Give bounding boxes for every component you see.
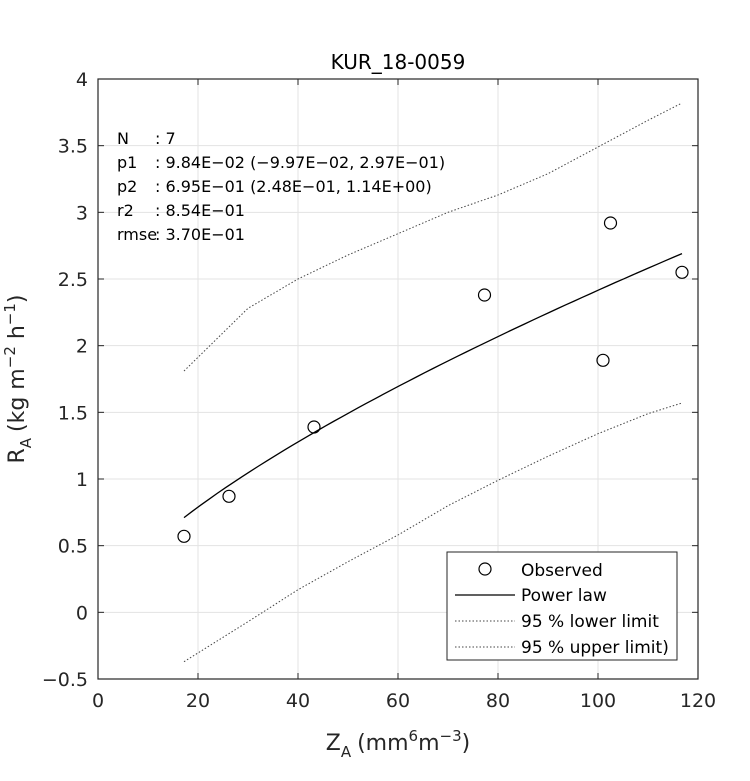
stat-label: N — [117, 129, 129, 148]
stat-value: : 3.70E−01 — [155, 225, 245, 244]
x-axis-label-sub: A — [341, 743, 352, 761]
legend-label-power-law: Power law — [521, 586, 607, 606]
stat-label: p2 — [117, 177, 137, 196]
legend: Observed Power law 95 % lower limit 95 %… — [446, 551, 678, 661]
power-law-line — [183, 253, 683, 519]
y-tick-label: 0.5 — [58, 536, 88, 558]
lower-limit-line — [183, 402, 683, 663]
observed-point — [177, 529, 191, 543]
stat-value: : 8.54E−01 — [155, 201, 245, 220]
observed-points — [177, 216, 689, 543]
y-tick-labels: −0.5 0 0.5 1 1.5 2 2.5 3 3.5 4 — [42, 69, 88, 691]
observed-point — [477, 288, 492, 302]
x-axis-label-main: Z — [326, 731, 341, 756]
stat-value: : 9.84E−02 (−9.97E−02, 2.97E−01) — [155, 153, 445, 172]
y-axis-label-units-mid: h — [5, 325, 30, 346]
x-tick-label: 120 — [680, 690, 716, 712]
legend-label-upper-limit: 95 % upper limit) — [521, 638, 669, 658]
y-tick-label: 3 — [76, 202, 88, 224]
observed-point — [675, 265, 689, 279]
x-tick-label: 60 — [386, 690, 410, 712]
stat-value: : 7 — [155, 129, 176, 148]
y-tick-label: 3.5 — [58, 136, 88, 158]
x-axis-label-units-pre: (mm — [357, 731, 408, 756]
observed-point — [222, 489, 236, 503]
y-tick-label: −0.5 — [42, 669, 88, 691]
chart-title: KUR_18-0059 — [331, 50, 466, 74]
y-axis-label-sub: A — [17, 437, 35, 448]
legend-marker-observed — [478, 562, 492, 576]
y-axis-label: RA (kg m−2 h−1) — [1, 294, 35, 463]
observed-point — [596, 353, 610, 367]
x-axis-label-units-mid: m — [418, 731, 439, 756]
legend-box — [446, 551, 678, 661]
y-axis-label-sup1: −2 — [1, 346, 19, 368]
x-tick-label: 100 — [580, 690, 616, 712]
stat-value: : 6.95E−01 (2.48E−01, 1.14E+00) — [155, 177, 432, 196]
y-tick-label: 1.5 — [58, 402, 88, 424]
y-axis-label-units-pre: (kg m — [5, 368, 30, 432]
y-tick-label: 2 — [76, 336, 88, 358]
x-axis-label-units-post: ) — [462, 731, 471, 756]
legend-label-observed: Observed — [521, 561, 603, 581]
plot-area-frame — [97, 78, 699, 680]
x-tick-labels: 0 20 40 60 80 100 120 — [92, 690, 716, 712]
y-axis-label-sup2: −1 — [1, 303, 19, 325]
stats-box: N : 7 p1 : 9.84E−02 (−9.97E−02, 2.97E−01) p2… — [117, 129, 445, 244]
x-tick-label: 40 — [286, 690, 310, 712]
x-tick-label: 0 — [92, 690, 104, 712]
x-axis-label-sup1: 6 — [409, 727, 419, 745]
upper-limit-line — [183, 102, 683, 372]
y-tick-label: 4 — [76, 69, 88, 91]
x-axis-label-sup2: −3 — [440, 727, 462, 745]
observed-point — [307, 420, 321, 434]
y-tick-label: 0 — [76, 602, 88, 624]
x-tick-label: 20 — [186, 690, 210, 712]
legend-label-lower-limit: 95 % lower limit — [521, 612, 659, 632]
y-axis-label-units-post: ) — [5, 294, 30, 303]
observed-point — [603, 216, 618, 230]
y-axis-label-main: R — [5, 448, 30, 463]
y-tick-label: 2.5 — [58, 269, 88, 291]
x-tick-label: 80 — [486, 690, 510, 712]
stat-label: r2 — [117, 201, 134, 220]
stat-label: rmse — [117, 225, 157, 244]
y-tick-label: 1 — [76, 469, 88, 491]
stat-label: p1 — [117, 153, 137, 172]
x-axis-label: ZA (mm6m−3) — [326, 727, 471, 761]
